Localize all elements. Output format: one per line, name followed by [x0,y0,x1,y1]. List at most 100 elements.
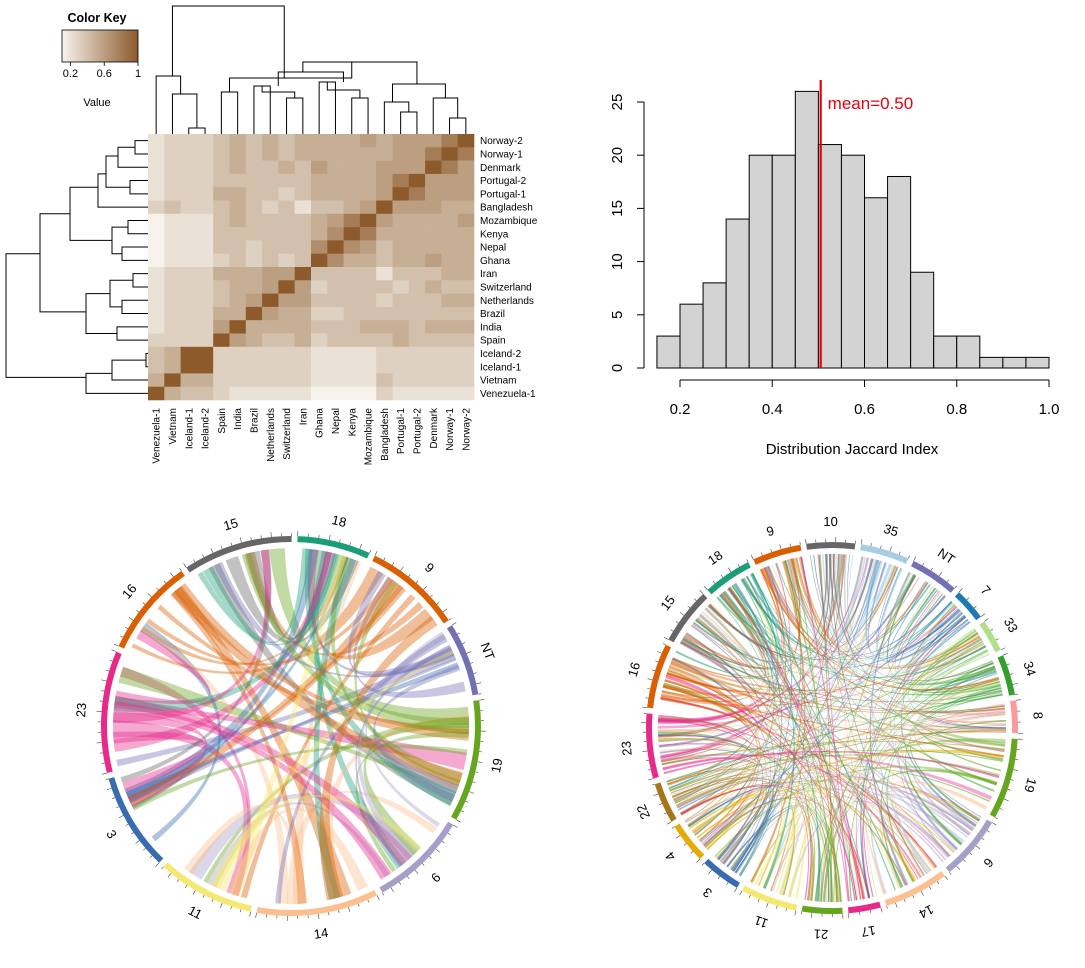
histogram-bar [840,154,865,369]
heatmap-cell [294,267,312,281]
heatmap-cell [213,386,230,401]
heatmap-cell [441,173,458,188]
heatmap-cell [213,173,230,188]
chord-link [313,556,357,900]
sector-tick [930,567,933,571]
heatmap-cell [180,173,198,188]
col-dendrogram-branch [286,97,304,134]
heatmap-cell [213,293,230,308]
x-tick-label: 0.6 [854,401,875,418]
sector-tick [789,543,791,547]
heatmap-cell [425,160,442,175]
heatmap-cell [392,386,410,401]
heatmap-col-label: Switzerland [282,408,293,460]
histogram-bar [679,303,704,369]
sector-tick [694,598,697,601]
heatmap-cell [196,253,214,268]
heatmap-cell [262,346,279,361]
sector-tick [1015,759,1019,761]
heatmap-cell [229,173,247,188]
heatmap-cell [294,280,312,294]
color-key-tick-label: 1 [135,68,141,80]
heatmap-cell [441,160,458,175]
heatmap-cell [425,386,442,401]
heatmap-cell [213,160,230,175]
sector-tick [785,908,787,912]
heatmap-cell [278,187,295,201]
sector-tick [898,551,901,555]
heatmap-col-label: Norway-1 [445,408,456,451]
heatmap-cell [196,160,214,175]
sector-tick [359,544,362,549]
chord-link [867,562,946,655]
heatmap-cell [425,187,442,201]
sector-tick [128,617,134,621]
sector-tick [469,791,475,794]
color-key-tick-label: 0.2 [63,68,78,80]
sector-tick [750,554,754,560]
sector-tick [708,869,713,874]
heatmap-row-label: Ghana [480,256,510,267]
heatmap-cell [262,147,279,161]
heatmap-cell [213,253,230,268]
heatmap-cell [425,253,442,268]
sector-tick [369,550,372,554]
heatmap-cell [245,147,263,161]
heatmap-row-label: Portugal-2 [480,176,527,187]
heatmap-cell [425,280,442,294]
heatmap-cell [294,346,312,361]
sector-tick [392,562,395,566]
col-dendrogram-branch [253,85,271,134]
heatmap-cell [376,386,393,401]
chord-link [114,696,467,771]
heatmap-cell [164,346,181,361]
heatmap-cell [376,346,393,361]
heatmap-cell [278,360,295,374]
heatmap-cell [294,227,312,241]
sector-track [372,555,449,624]
heatmap-cell [392,373,410,387]
sector-tick [975,845,981,850]
sector-tick [671,826,675,829]
sector-tick [429,856,432,859]
heatmap-cell [278,293,295,308]
histogram-bar [910,271,935,369]
heatmap-cell [196,213,214,228]
heatmap-cell [392,173,410,188]
heatmap-cell [425,240,442,254]
heatmap-cell [294,360,312,374]
heatmap-cell [457,160,475,175]
heatmap-cell [196,306,214,321]
sector-tick [770,549,772,553]
sector-tick [328,912,330,916]
heatmap-cell [408,320,426,334]
sector-tick [739,890,743,896]
sector-track [979,621,1001,653]
heatmap-cell [457,147,475,161]
heatmap-cell [245,333,263,348]
chord-link [663,750,1000,779]
sector-tick [936,881,940,885]
sector-track [654,782,677,822]
heatmap-cell [294,373,312,387]
heatmap-cell [213,227,230,241]
chord-link [800,554,846,642]
row-dendrogram-branch [121,299,148,315]
sector-tick [239,537,242,543]
sector-tick [880,907,883,913]
chord-link [173,585,352,899]
heatmap-cell [229,373,247,387]
histogram-bar [979,356,1004,369]
heatmap-col-label: Netherlands [266,408,277,462]
sector-tick [338,909,340,913]
chord-link [680,777,764,849]
chord-link [202,548,311,644]
heatmap-cell [196,386,214,401]
sector-track [101,651,122,774]
mean-label: mean=0.50 [828,94,914,113]
heatmap-cell [278,333,295,348]
heatmap-cell [359,173,377,188]
sector-tick [995,638,999,641]
sector-tick [748,895,751,899]
heatmap-cell [376,293,393,308]
